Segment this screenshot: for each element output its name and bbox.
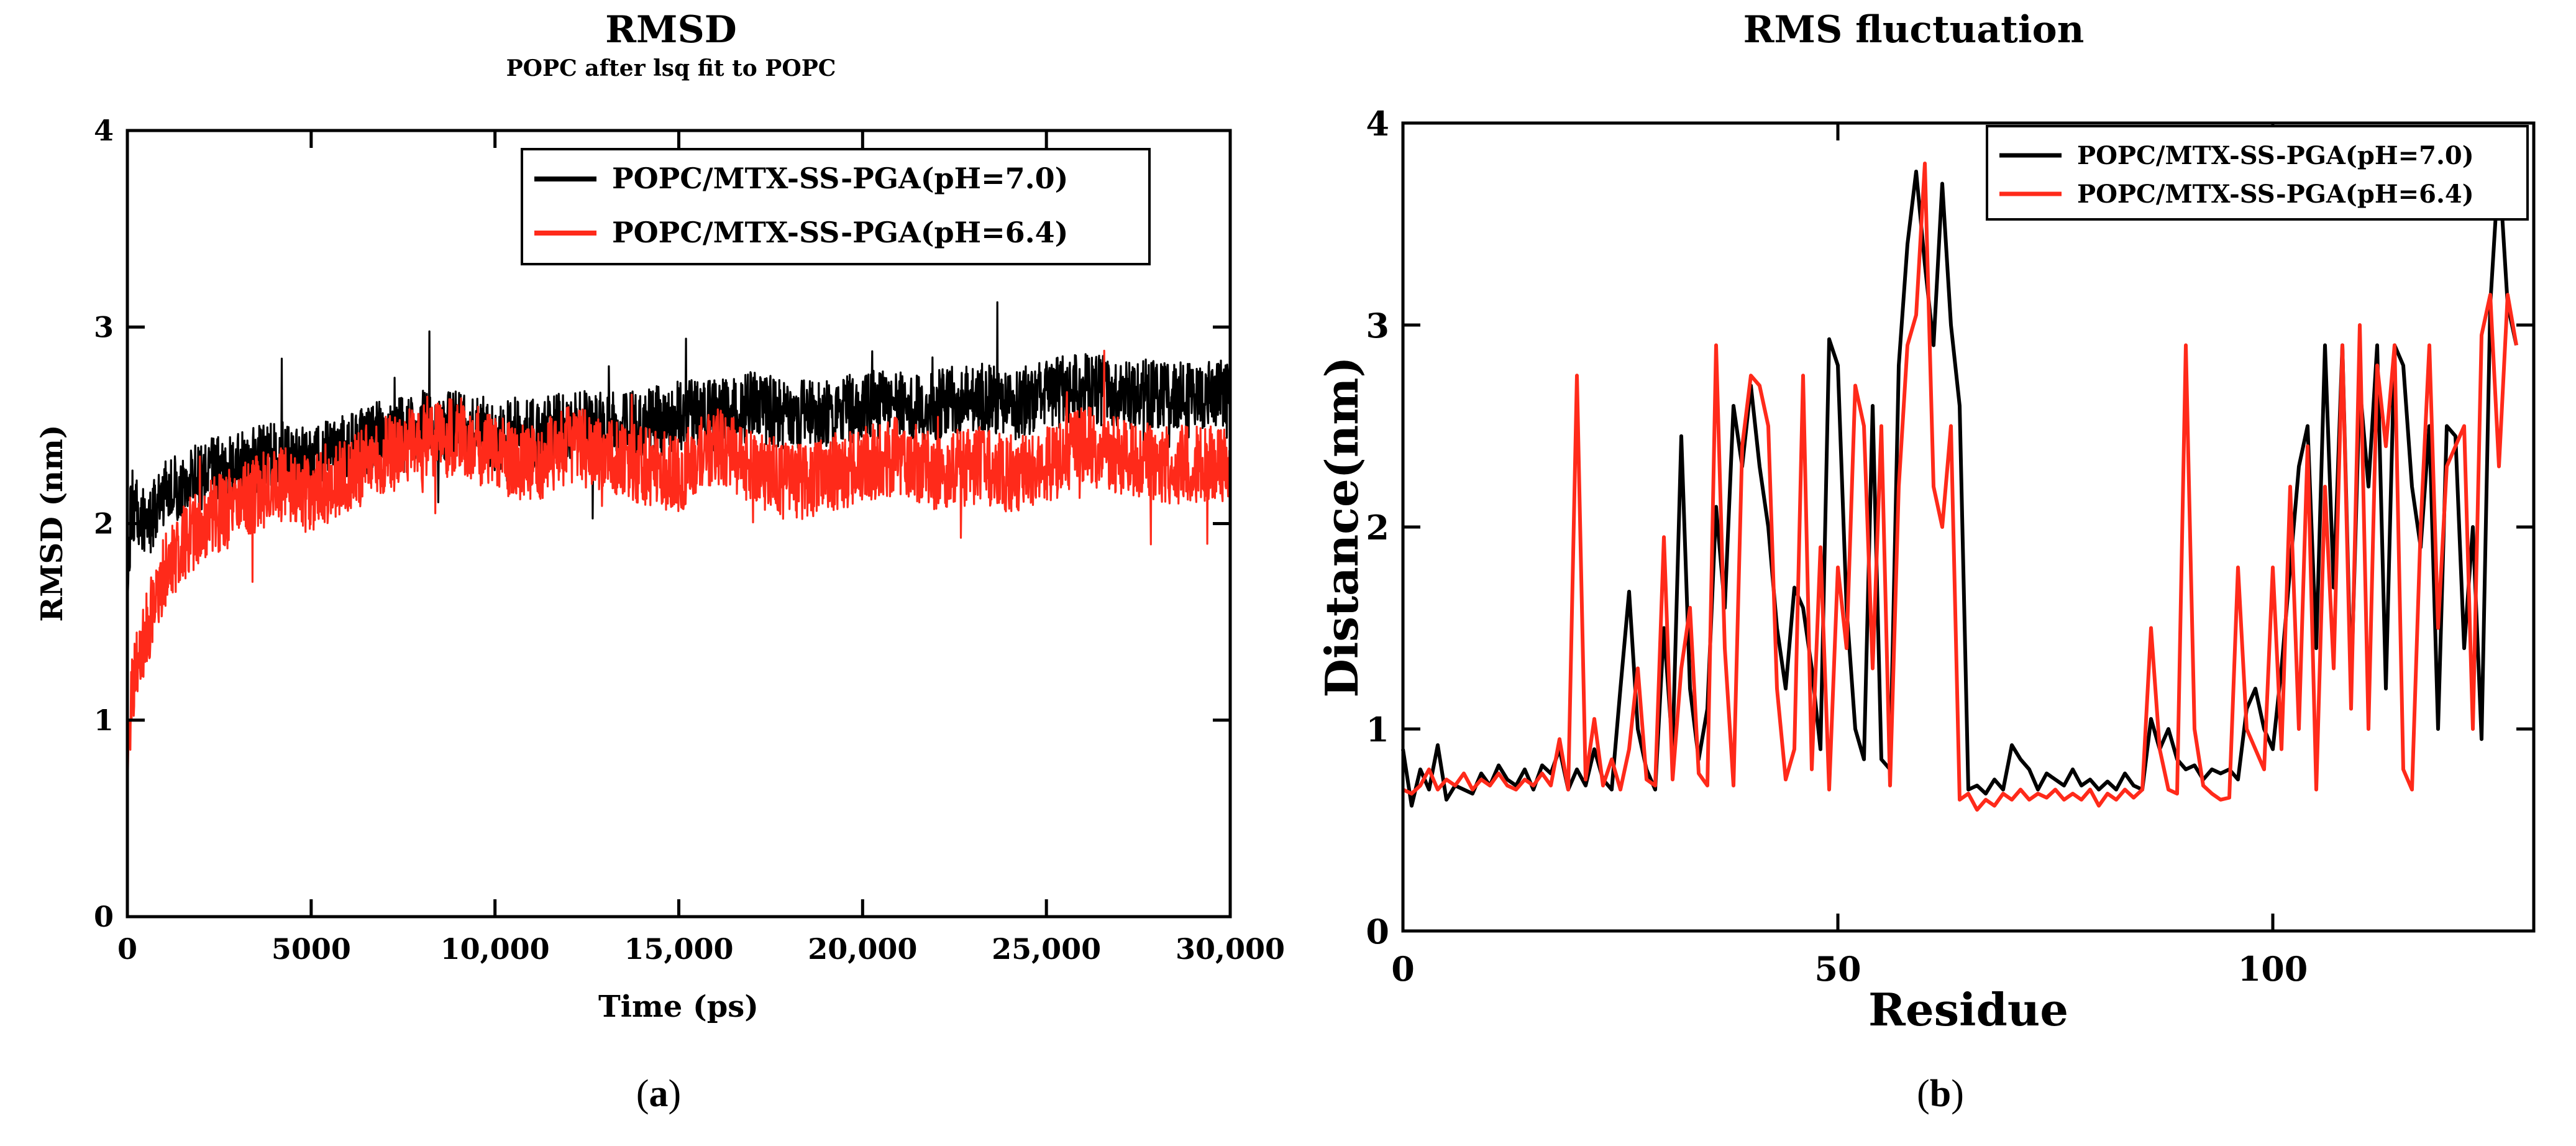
y-ticks: 0 1 2 3 4 [1366,104,2534,951]
x-tick-label: 100 [2238,949,2308,989]
legend-box [521,148,1151,265]
chart-subtitle: POPC after lsq fit to POPC [506,55,836,81]
x-tick-label: 10,000 [441,932,550,966]
x-tick-label: 20,000 [808,932,917,966]
x-tick-label: 15,000 [624,932,733,966]
legend-label-ph64: POPC/MTX-SS-PGA(pH=6.4) [2077,180,2474,209]
y-tick-label: 1 [94,704,114,737]
legend: POPC/MTX-SS-PGA(pH=7.0) POPC/MTX-SS-PGA(… [1986,125,2529,221]
rms-fluctuation-chart: RMS fluctuation 0 50 100 0 1 2 3 4 Residue Dis… [1315,8,2536,1115]
legend-box [1986,125,2529,221]
x-axis-label: Residue [1868,983,2068,1036]
caption-letter: a [649,1073,669,1115]
y-tick-label: 2 [94,507,114,541]
legend-label-ph64: POPC/MTX-SS-PGA(pH=6.4) [612,216,1068,249]
y-tick-label: 4 [1366,104,1389,144]
series-line-popc-mtx-ss-pga-ph-6-4 [1402,162,2518,812]
x-tick-label: 50 [1814,949,1861,989]
x-tick-label: 30,000 [1176,932,1285,966]
series-group [1401,162,2518,812]
y-tick-label: 3 [1366,306,1389,346]
y-axis-label: Distance(nm) [1315,357,1368,698]
panel-caption: (b) [1917,1073,1964,1115]
x-tick-label: 0 [1391,949,1415,989]
panel-caption: (a) [636,1073,681,1115]
x-ticks: 0 50 100 [1391,123,2308,989]
y-tick-label: 1 [1366,710,1389,749]
caption-close-paren: ) [669,1073,682,1115]
caption-close-paren: ) [1951,1073,1964,1115]
x-ticks: 0 5000 10,000 15,000 20,000 25,000 30,000 [117,131,1285,966]
series-group [126,301,1231,812]
y-tick-label: 0 [1366,912,1389,951]
x-tick-label: 25,000 [992,932,1101,966]
legend-label-ph70: POPC/MTX-SS-PGA(pH=7.0) [2077,141,2474,170]
chart-title: RMSD [605,8,737,52]
caption-open-paren: ( [636,1073,649,1115]
legend-label-ph70: POPC/MTX-SS-PGA(pH=7.0) [612,162,1068,195]
y-axis-label: RMSD (nm) [35,424,70,621]
caption-open-paren: ( [1917,1073,1930,1115]
y-ticks: 0 1 2 3 4 [94,114,1230,933]
legend: POPC/MTX-SS-PGA(pH=7.0) POPC/MTX-SS-PGA(… [521,148,1151,265]
y-tick-label: 3 [94,310,114,344]
x-tick-label: 5000 [272,932,351,966]
x-tick-label: 0 [117,932,137,966]
y-tick-label: 2 [1366,508,1389,548]
x-axis-label: Time (ps) [598,989,759,1024]
y-tick-label: 0 [94,900,114,933]
chart-title: RMS fluctuation [1743,8,2085,52]
series-line-popc-mtx-ss-pga-ph-7-0 [1401,162,2518,808]
y-tick-label: 4 [94,114,114,147]
rmsd-chart: RMSD POPC after lsq fit to POPC 0 5000 10,… [35,8,1285,1115]
caption-letter: b [1930,1073,1951,1115]
series-line-popc-mtx-ss-pga-ph-6-4 [126,349,1231,812]
